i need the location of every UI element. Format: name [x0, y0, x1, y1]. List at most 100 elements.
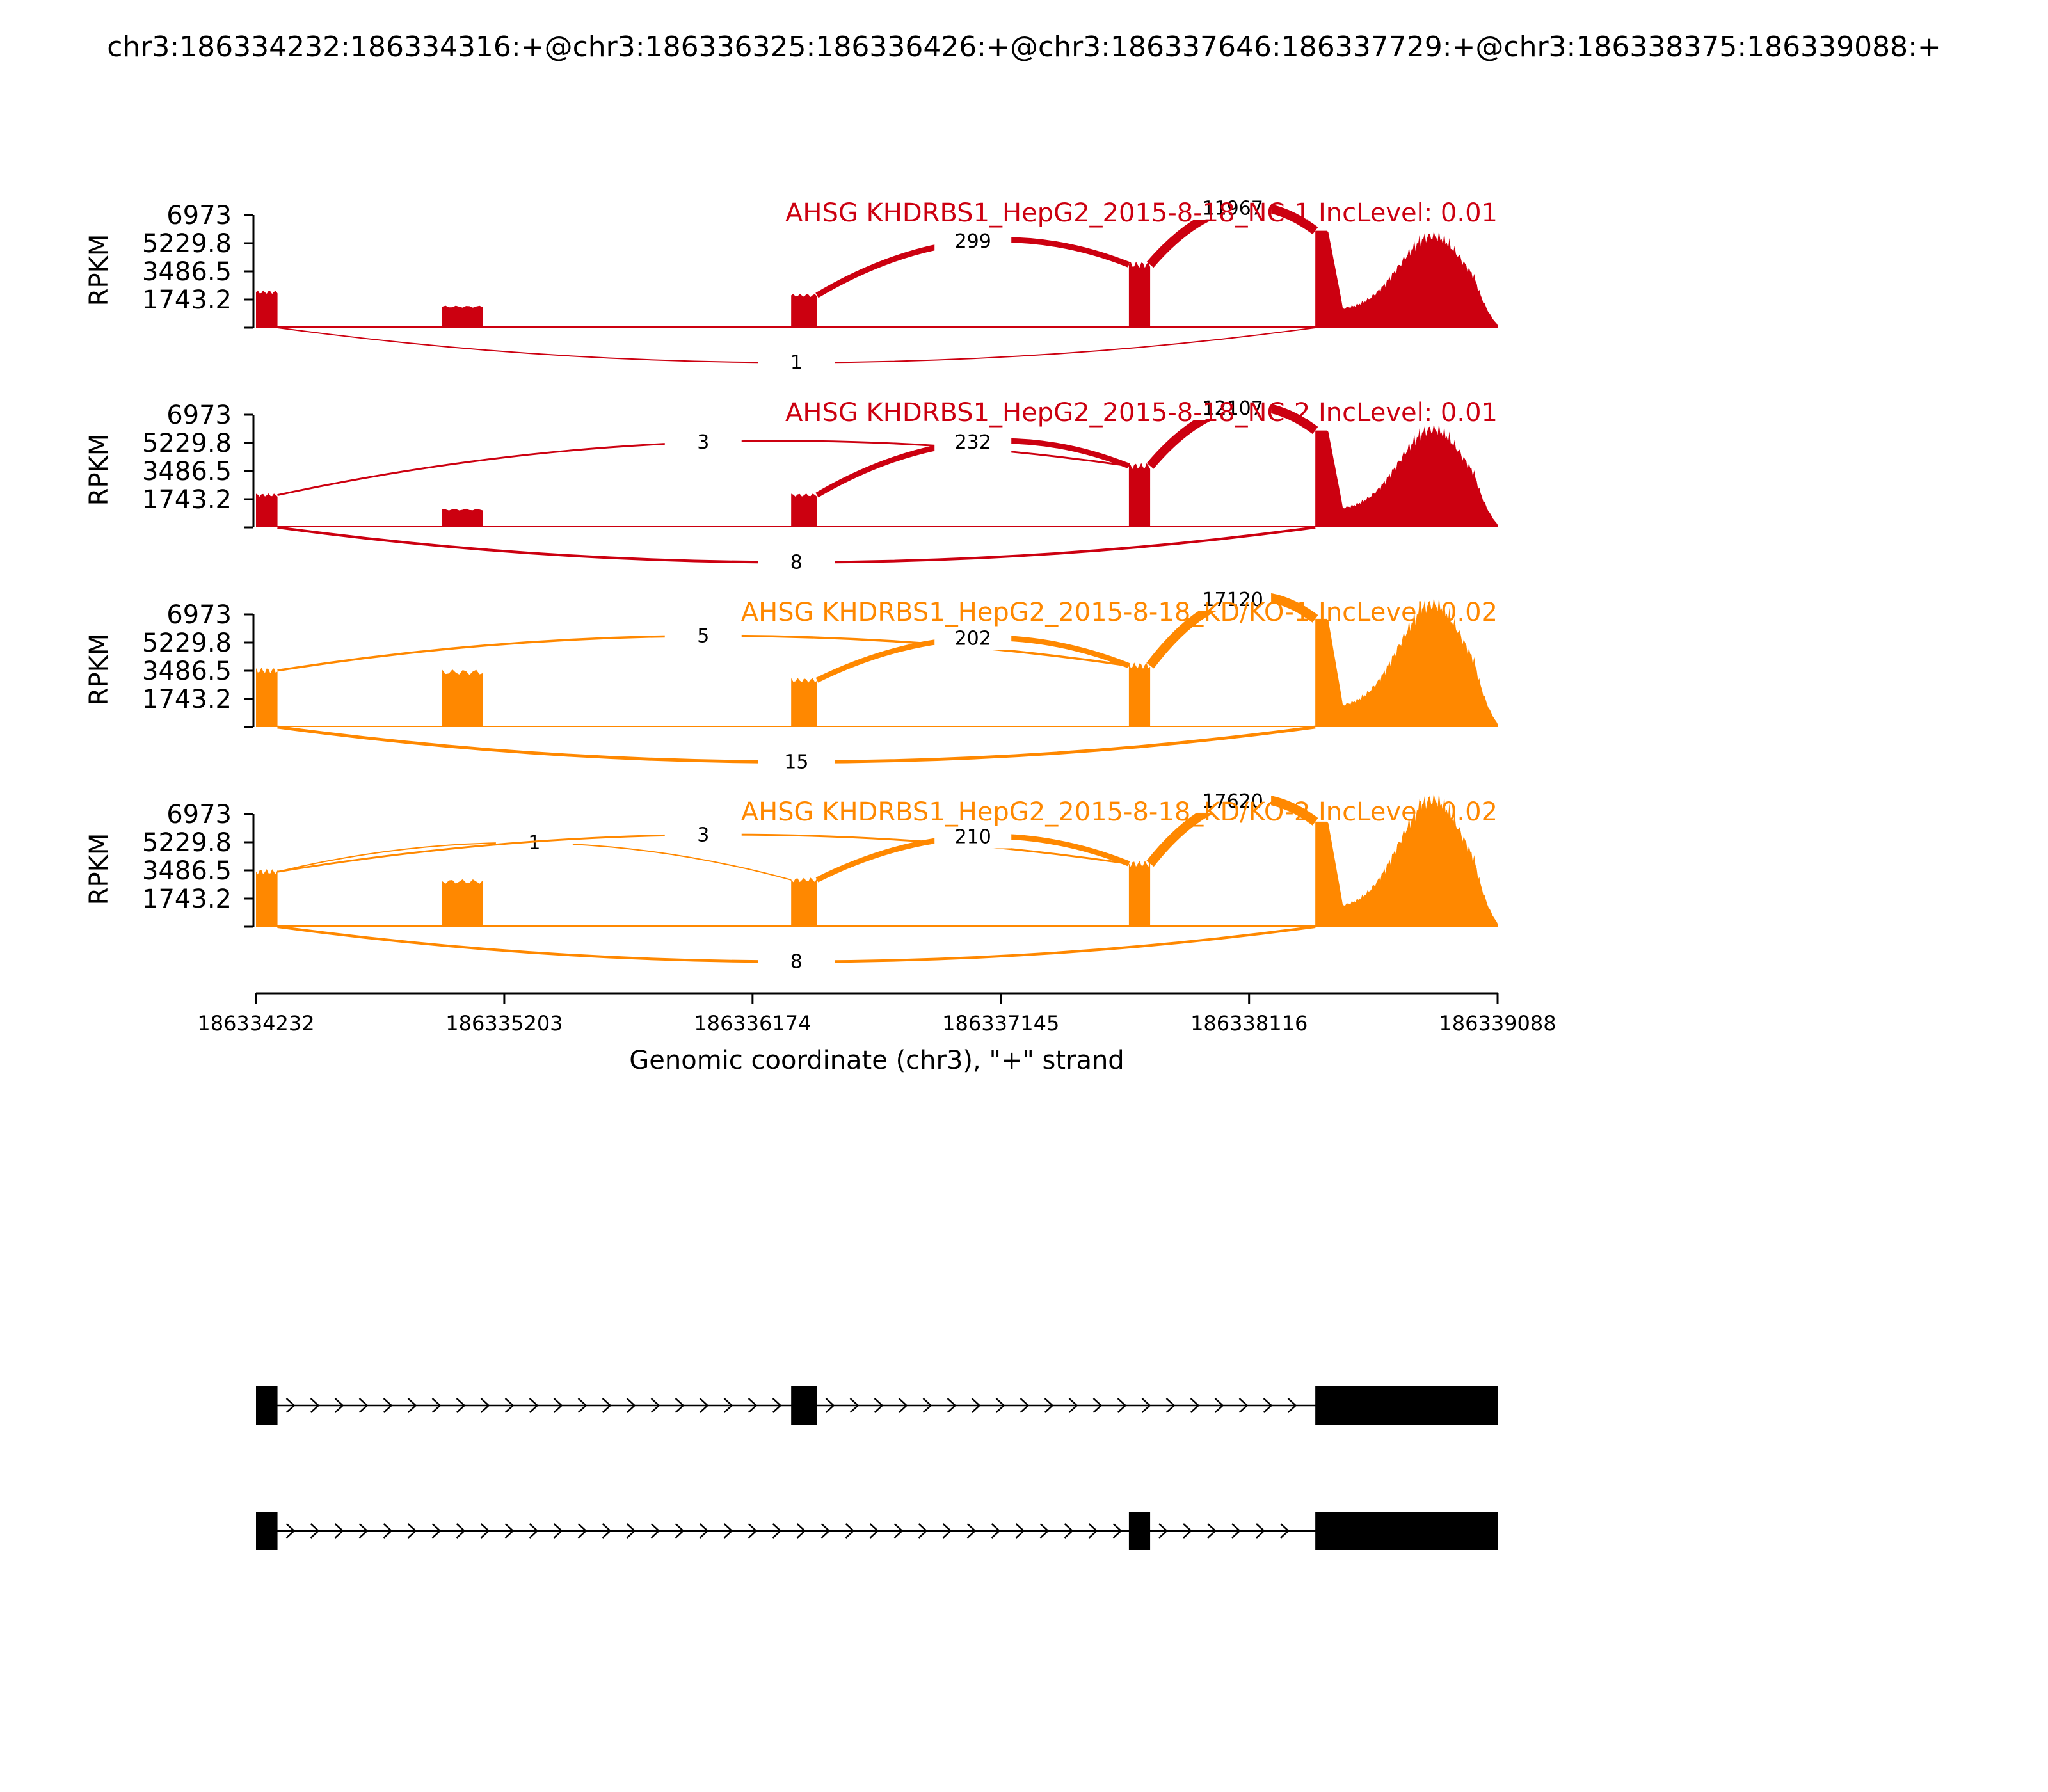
strand-arrow-icon: [431, 1398, 442, 1413]
strand-arrow-icon: [577, 1523, 588, 1539]
strand-arrow-icon: [1088, 1523, 1098, 1539]
y-tick-label: 6973: [166, 201, 232, 230]
coverage-exon-block: [442, 508, 483, 527]
x-tick-label: 186335203: [445, 1011, 563, 1036]
junction-label-bg: [1194, 585, 1272, 611]
strand-arrow-icon: [1214, 1398, 1224, 1413]
strand-arrow-icon: [1165, 1398, 1176, 1413]
strand-arrow-icon: [480, 1398, 490, 1413]
coverage-exon-block: [791, 294, 817, 328]
coverage-exon-block: [256, 869, 278, 927]
coverage-exon-block: [791, 493, 817, 527]
coverage-exon-block: [791, 877, 817, 927]
y-axis-label: RPKM: [84, 634, 114, 706]
strand-arrow-icon: [1263, 1398, 1273, 1413]
strand-arrow-icon: [456, 1523, 466, 1539]
junction-label-bg: [758, 548, 835, 574]
strand-arrow-icon: [553, 1523, 563, 1539]
strand-arrow-icon: [529, 1398, 539, 1413]
strand-arrow-icon: [553, 1398, 563, 1413]
coverage-exon-block: [1315, 792, 1498, 927]
strand-arrow-icon: [772, 1523, 782, 1539]
y-tick-label: 1743.2: [142, 485, 232, 515]
strand-arrow-icon: [699, 1398, 709, 1413]
strand-arrow-icon: [310, 1398, 320, 1413]
strand-arrow-icon: [1092, 1398, 1103, 1413]
exon-block: [1128, 1512, 1151, 1550]
strand-arrow-icon: [1064, 1523, 1074, 1539]
strand-arrow-icon: [1158, 1523, 1168, 1539]
strand-arrow-icon: [358, 1523, 369, 1539]
strand-arrow-icon: [650, 1398, 660, 1413]
x-axis: 186334232 186335203 186336174 186337145 1863…: [197, 992, 1556, 1075]
coverage-exon-block: [442, 669, 483, 727]
junction-count: 11967: [1202, 197, 1263, 220]
strand-arrow-icon: [1068, 1398, 1078, 1413]
y-tick-label: 1743.2: [142, 685, 232, 714]
exon-block: [791, 1386, 817, 1425]
strand-arrow-icon: [1117, 1398, 1127, 1413]
junction-count: 1: [528, 832, 540, 854]
coverage-exon-block: [1315, 423, 1498, 527]
strand-arrow-icon: [1287, 1398, 1297, 1413]
strand-arrow-icon: [845, 1523, 855, 1539]
y-tick-label: 6973: [166, 401, 232, 430]
strand-arrow-icon: [995, 1398, 1005, 1413]
strand-arrow-icon: [626, 1398, 636, 1413]
transcript-model: [256, 1512, 1498, 1550]
strand-arrow-icon: [1112, 1523, 1123, 1539]
strand-arrow-icon: [723, 1398, 733, 1413]
strand-arrow-icon: [1020, 1398, 1030, 1413]
strand-arrow-icon: [626, 1523, 636, 1539]
junction-label-bg: [1194, 394, 1272, 420]
x-tick-label: 186338116: [1190, 1011, 1308, 1036]
strand-arrow-icon: [942, 1523, 952, 1539]
strand-arrow-icon: [922, 1398, 932, 1413]
junction-count: 8: [790, 951, 803, 973]
junction-label-bg: [664, 621, 742, 648]
strand-arrow-icon: [1141, 1398, 1151, 1413]
coverage-exon-block: [791, 678, 817, 727]
sample-title: AHSG KHDRBS1_HepG2_2015-8-18_KD/KO-2 Inc…: [741, 797, 1498, 827]
strand-arrow-icon: [1044, 1398, 1054, 1413]
strand-arrow-icon: [310, 1523, 320, 1539]
junction-label-bg: [758, 748, 835, 774]
exon-block: [1315, 1386, 1498, 1425]
strand-arrow-icon: [504, 1523, 515, 1539]
x-tick-label: 186337145: [942, 1011, 1059, 1036]
strand-arrow-icon: [602, 1523, 612, 1539]
strand-arrow-icon: [820, 1523, 831, 1539]
strand-arrow-icon: [1256, 1523, 1265, 1539]
strand-arrow-icon: [675, 1398, 685, 1413]
strand-arrow-icon: [796, 1523, 806, 1539]
junction-count: 1: [790, 352, 803, 374]
strand-arrow-icon: [529, 1523, 539, 1539]
page-title: chr3:186334232:186334316:+@chr3:18633632…: [107, 31, 1941, 63]
strand-arrow-icon: [407, 1523, 417, 1539]
strand-arrow-icon: [675, 1523, 685, 1539]
strand-arrow-icon: [1231, 1523, 1241, 1539]
junction-count: 3: [697, 824, 709, 846]
x-tick-label: 186336174: [694, 1011, 811, 1036]
strand-arrow-icon: [825, 1398, 835, 1413]
y-tick-label: 5229.8: [142, 429, 232, 458]
coverage-exon-block: [1128, 261, 1151, 328]
sample-title: AHSG KHDRBS1_HepG2_2015-8-18_KD/KO-1 Inc…: [741, 598, 1498, 627]
y-tick-label: 5229.8: [142, 628, 232, 658]
junction-label-bg: [664, 428, 742, 454]
strand-arrow-icon: [650, 1523, 660, 1539]
y-tick-label: 1743.2: [142, 285, 232, 315]
y-tick-label: 3486.5: [142, 856, 232, 886]
exon-block: [256, 1386, 278, 1425]
exon-block: [1315, 1512, 1498, 1550]
strand-arrow-icon: [869, 1523, 879, 1539]
strand-arrow-icon: [456, 1398, 466, 1413]
strand-arrow-icon: [285, 1523, 296, 1539]
strand-arrow-icon: [504, 1398, 515, 1413]
x-tick-label: 186339088: [1439, 1011, 1556, 1036]
strand-arrow-icon: [1238, 1398, 1249, 1413]
